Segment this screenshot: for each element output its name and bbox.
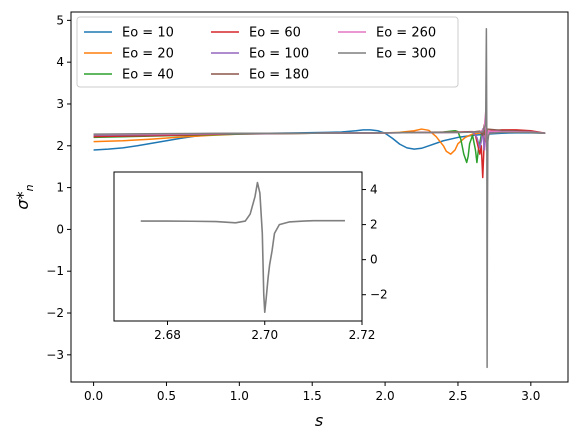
legend: Eo = 10 Eo = 20 Eo = 40 Eo = 60 Eo = 100 Eo =…	[76, 16, 459, 88]
y-axis-label: σ*n	[13, 184, 36, 209]
legend-label: Eo = 260	[376, 26, 436, 41]
inset-x-tick-label: 2.68	[154, 328, 181, 342]
y-tick-label: 5	[56, 13, 64, 27]
x-tick-label: 0.0	[84, 389, 103, 403]
y-axis-label-subscript: n	[23, 184, 36, 191]
y-tick-label: −1	[46, 264, 64, 278]
y-tick-label: 1	[56, 181, 64, 195]
y-tick-label: 4	[56, 55, 64, 69]
y-tick-label: 3	[56, 97, 64, 111]
legend-label: Eo = 100	[249, 47, 309, 62]
y-axis-label-main: σ*	[13, 191, 32, 209]
y-tick-label: 0	[56, 222, 64, 236]
inset-x-tick-label: 2.72	[349, 328, 376, 342]
series-line-7	[93, 27, 546, 369]
inset-y-tick-label: 2	[370, 218, 378, 232]
inset-plot-lines	[140, 181, 345, 314]
inset-y-tick-label: −2	[370, 288, 388, 302]
legend-label: Eo = 60	[249, 26, 301, 41]
inset-series-line-0	[140, 181, 345, 314]
x-tick-label: 2.0	[376, 389, 395, 403]
legend-label: Eo = 300	[376, 47, 436, 62]
inset-plot-frame	[113, 171, 363, 322]
main-plot-lines	[93, 27, 546, 369]
main-plot-frame	[70, 11, 569, 383]
inset-axes-ticks: 2.68 2.70 2.72 −2 0 2 4	[154, 183, 388, 342]
legend-label: Eo = 40	[122, 68, 174, 83]
series-line-0	[93, 129, 546, 151]
x-axis-label: s	[315, 411, 323, 430]
y-tick-label: −3	[46, 348, 64, 362]
y-tick-label: 2	[56, 139, 64, 153]
main-axes-ticks: 0.0 0.5 1.0 1.5 2.0 2.5 3.0 −3 −2 −1 0 1 2 3 4 5	[46, 13, 540, 403]
x-tick-label: 1.5	[303, 389, 322, 403]
y-tick-label: −2	[46, 306, 64, 320]
legend-label: Eo = 180	[249, 68, 309, 83]
inset-y-tick-label: 0	[370, 253, 378, 267]
legend-frame	[76, 16, 459, 88]
x-tick-label: 0.5	[157, 389, 176, 403]
inset-x-tick-label: 2.70	[251, 328, 278, 342]
x-tick-label: 1.0	[230, 389, 249, 403]
legend-label: Eo = 20	[122, 47, 174, 62]
inset-y-tick-label: 4	[370, 183, 378, 197]
x-tick-label: 3.0	[521, 389, 540, 403]
legend-label: Eo = 10	[122, 26, 174, 41]
x-tick-label: 2.5	[448, 389, 467, 403]
inset-background	[114, 172, 362, 321]
